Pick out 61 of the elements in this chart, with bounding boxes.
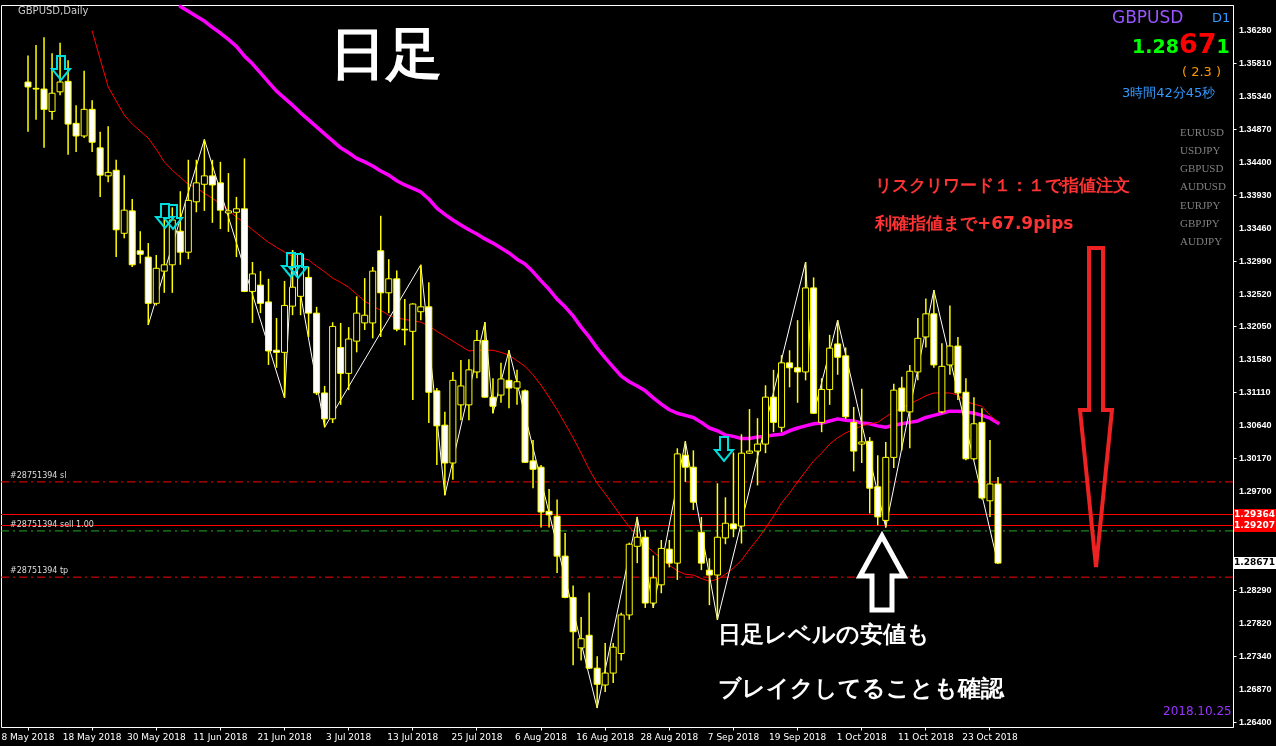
y-tick-label: 1.31580 [1239,354,1272,365]
text: D1 [1212,10,1231,25]
y-tick-label: 1.26400 [1239,717,1272,728]
x-tick-label: 7 Sep 2018 [707,731,760,742]
y-tick-label: 1.31110 [1239,387,1271,398]
text: AUDJPY [1180,235,1223,247]
x-tick-label: 8 May 2018 [1,731,55,742]
y-tick-label: 1.36280 [1239,25,1272,36]
ref-line-label: 1.29364 [1234,508,1276,521]
text: USDJPY [1180,144,1221,156]
y-tick-label: 1.33460 [1239,222,1272,233]
text: GBPUSD [1180,162,1224,174]
annotation: ブレイクしてることも確認 [718,675,1004,701]
text: GBPUSD [1112,7,1184,27]
y-tick-label: 1.33930 [1239,189,1272,200]
ref-line-label: #28751394 sl [10,470,67,480]
x-tick-label: 30 May 2018 [126,731,186,742]
x-tick-label: 1 Oct 2018 [836,731,887,742]
text: 1.28671 [1234,557,1276,569]
x-tick-label: 23 Oct 2018 [962,731,1019,742]
text: GBPJPY [1180,217,1220,229]
x-tick-label: 11 Jun 2018 [193,731,248,742]
text: AUDUSD [1180,180,1226,192]
text: ( 2.3 ) [1182,64,1222,79]
annotation: GBPUSD,Daily [18,5,89,16]
y-tick-label: 1.34400 [1239,156,1272,167]
y-tick-label: 1.28290 [1239,584,1272,595]
text: EURJPY [1180,199,1221,211]
y-tick-label: 1.29700 [1239,486,1272,496]
annotation: 利確指値まで+67.9pips [875,213,1074,233]
x-tick-label: 13 Jul 2018 [387,731,439,742]
x-tick-label: 6 Aug 2018 [515,731,568,742]
y-tick-label: 1.27340 [1239,651,1272,662]
text: EURUSD [1180,126,1225,138]
y-tick-label: 1.32050 [1239,321,1272,332]
y-tick-label: 1.34870 [1239,123,1272,134]
x-tick-label: 21 Jun 2018 [257,731,312,742]
x-tick-label: 16 Aug 2018 [576,731,635,742]
annotation: 日足レベルの安値も [718,621,930,647]
text: 1.28671 [1132,28,1230,59]
text: 3時間42分45秒 [1122,85,1216,100]
y-tick-label: 1.26870 [1239,684,1272,695]
x-tick-label: 19 Sep 2018 [769,731,827,742]
x-tick-label: 28 Aug 2018 [640,731,699,742]
annotation: リスクリワード１：１で指値注文 [875,175,1130,195]
chart-title: 日足 [330,21,442,86]
y-tick-label: 1.32990 [1239,255,1272,266]
y-tick-label: 1.30170 [1239,453,1272,464]
x-tick-label: 3 Jul 2018 [326,731,372,742]
x-tick-label: 25 Jul 2018 [451,731,503,742]
candlestick [24,54,32,133]
x-tick-label: 18 May 2018 [62,731,122,742]
y-tick-label: 1.32520 [1239,288,1272,299]
y-tick-label: 1.35810 [1239,58,1272,69]
y-tick-label: 1.27820 [1239,617,1272,628]
x-tick-label: 11 Oct 2018 [898,731,954,742]
y-tick-label: 1.30640 [1239,420,1272,431]
ref-line-label: #28751394 tp [10,566,69,576]
ref-line-label: 1.29207 [1234,519,1276,532]
text: 2018.10.25 [1163,704,1232,718]
y-tick-label: 1.35340 [1239,91,1272,102]
